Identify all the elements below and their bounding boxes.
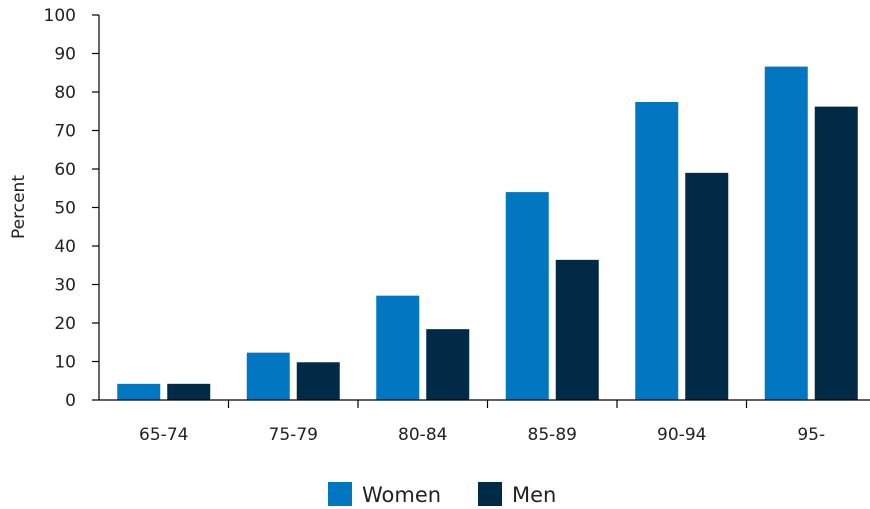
legend: Women Men bbox=[328, 482, 556, 507]
bar-women-65-74 bbox=[117, 383, 161, 400]
bar-women-80-84 bbox=[376, 295, 420, 400]
y-tick-label: 70 bbox=[54, 122, 76, 142]
bar-men-95- bbox=[814, 106, 858, 400]
bar-men-75-79 bbox=[296, 362, 340, 400]
y-tick-label: 50 bbox=[54, 199, 76, 219]
x-tick-label: 65-74 bbox=[139, 425, 188, 445]
legend-label-women: Women bbox=[362, 483, 441, 507]
x-ticks: 65-74 75-79 80-84 85-89 90-94 95- bbox=[139, 400, 825, 445]
legend-swatch-men bbox=[478, 482, 502, 506]
x-tick-label: 85-89 bbox=[528, 425, 577, 445]
y-tick-label: 40 bbox=[54, 237, 76, 257]
bar-women-85-89 bbox=[505, 192, 549, 400]
y-axis-title: Percent bbox=[9, 175, 29, 239]
bar-men-85-89 bbox=[555, 259, 599, 400]
y-tick-label: 0 bbox=[65, 391, 76, 411]
y-tick-label: 30 bbox=[54, 276, 76, 296]
legend-label-men: Men bbox=[512, 483, 556, 507]
y-tick-label: 80 bbox=[54, 83, 76, 103]
x-tick-label: 80-84 bbox=[398, 425, 447, 445]
x-axis: 65-74 75-79 80-84 85-89 90-94 95- bbox=[99, 399, 870, 445]
x-tick-label: 90-94 bbox=[657, 425, 706, 445]
y-tick-label: 90 bbox=[54, 45, 76, 65]
bar-women-95- bbox=[764, 66, 808, 400]
y-tick-label: 20 bbox=[54, 314, 76, 334]
bar-women-90-94 bbox=[635, 102, 679, 400]
y-axis: 0 10 20 30 40 50 60 70 80 90 100 Percent bbox=[9, 6, 100, 411]
bar-men-65-74 bbox=[167, 383, 211, 400]
bar-men-90-94 bbox=[685, 172, 729, 400]
y-tick-label: 100 bbox=[44, 6, 76, 26]
y-tick-label: 60 bbox=[54, 160, 76, 180]
y-tick-label: 10 bbox=[54, 353, 76, 373]
legend-swatch-women bbox=[328, 482, 352, 506]
bar-women-75-79 bbox=[246, 352, 290, 400]
bar-men-80-84 bbox=[426, 329, 470, 400]
bars bbox=[117, 66, 858, 400]
x-tick-label: 75-79 bbox=[269, 425, 318, 445]
x-tick-label: 95- bbox=[797, 425, 825, 445]
y-ticks: 0 10 20 30 40 50 60 70 80 90 100 bbox=[44, 6, 99, 411]
